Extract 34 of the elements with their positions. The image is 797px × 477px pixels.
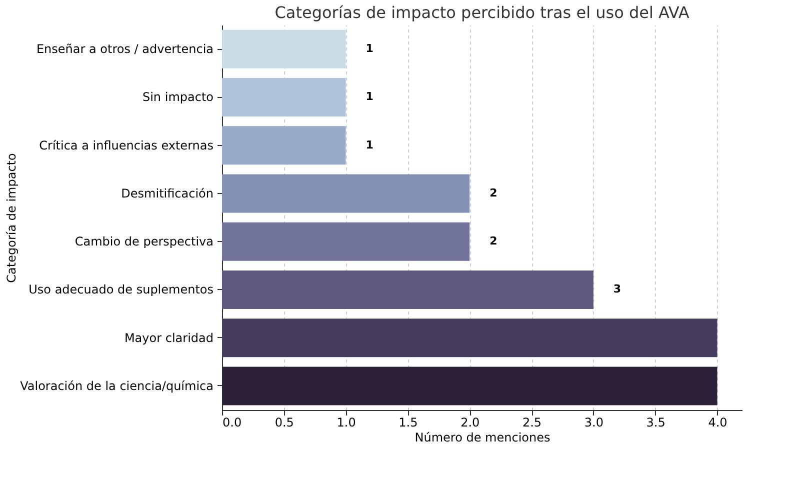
chart-title: Categorías de impacto percibido tras el uso del AVA	[274, 3, 690, 22]
bar	[222, 270, 594, 309]
data-label: 1	[366, 90, 374, 104]
x-tick-label: 3.0	[584, 416, 604, 430]
y-tick-label: Valoración de la ciencia/química	[20, 378, 214, 393]
y-tick-label: Cambio de perspectiva	[74, 234, 214, 249]
x-tick-label: 0.5	[274, 416, 294, 430]
x-tick-label: 3.5	[646, 416, 666, 430]
data-label: 1	[366, 42, 374, 56]
bar	[222, 174, 470, 213]
x-tick-label: 4.0	[708, 416, 728, 430]
y-axis-title: Categoría de impacto	[4, 153, 18, 283]
bar	[222, 366, 718, 406]
bar	[222, 78, 346, 116]
y-tick-label: Mayor claridad	[124, 330, 214, 345]
x-tick-label: 1.5	[398, 416, 418, 430]
bar	[222, 222, 470, 261]
data-label: 2	[490, 186, 498, 200]
y-tick-label: Desmitificación	[121, 186, 214, 200]
x-tick-label: 2.0	[460, 416, 480, 430]
y-tick-label: Uso adecuado de suplementos	[28, 282, 214, 297]
data-label: 1	[366, 138, 374, 152]
x-tick-label: 1.0	[336, 416, 356, 430]
bar	[222, 318, 718, 358]
bar	[222, 30, 346, 68]
data-label: 3	[613, 282, 622, 296]
y-tick-label: Crítica a influencias externas	[39, 138, 214, 152]
x-tick-label: 0.0	[222, 416, 242, 430]
x-tick-label: 2.5	[522, 416, 542, 430]
y-tick-label: Enseñar a otros / advertencia	[36, 42, 214, 56]
data-label: 2	[490, 234, 498, 248]
bar	[222, 126, 346, 165]
x-axis-title: Número de menciones	[414, 430, 550, 444]
y-tick-label: Sin impacto	[142, 90, 214, 104]
